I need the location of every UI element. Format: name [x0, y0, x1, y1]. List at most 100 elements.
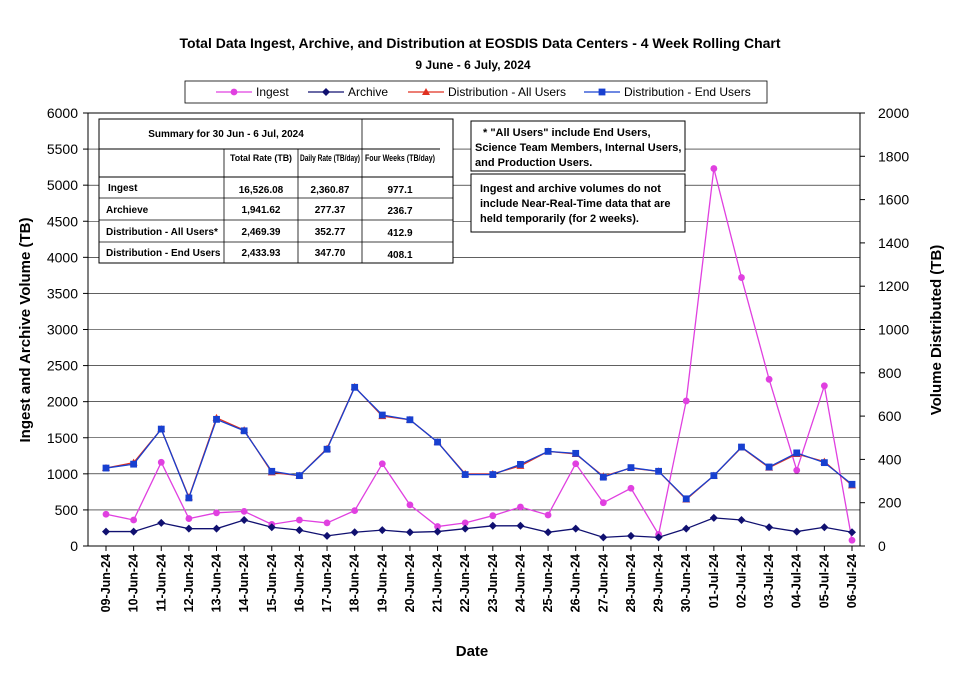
series-distribution-all-users	[102, 382, 856, 503]
legend-label: Distribution - All Users	[448, 85, 566, 99]
data-point	[682, 495, 690, 503]
data-point	[682, 524, 691, 533]
data-point	[102, 527, 110, 536]
series-ingest	[102, 165, 856, 544]
note-box-users	[470, 120, 686, 172]
table-cell: 277.37	[315, 205, 346, 216]
y-right-tick-label: 1400	[878, 235, 909, 251]
x-tick-label: 09-Jun-24	[99, 554, 113, 612]
data-point	[213, 415, 220, 423]
data-point	[212, 524, 221, 533]
y-left-tick-label: 2000	[47, 394, 78, 410]
data-point	[793, 449, 801, 457]
chart-subtitle: 9 June - 6 July, 2024	[415, 58, 530, 72]
x-tick-label: 06-Jul-24	[845, 554, 859, 608]
data-point	[627, 484, 635, 492]
y-left-tick-label: 500	[55, 502, 79, 518]
data-point	[488, 521, 497, 530]
data-point	[267, 523, 276, 532]
y-right-tick-label: 1800	[878, 148, 909, 164]
data-point	[598, 88, 606, 96]
data-point	[627, 464, 635, 472]
data-point	[268, 467, 276, 475]
y-right-tick-label: 200	[878, 495, 902, 511]
table-cell: 977.1	[387, 185, 412, 196]
data-point	[102, 510, 110, 518]
x-tick-label: 01-Jul-24	[707, 554, 721, 608]
data-point	[765, 375, 773, 383]
notes: * "All Users" include End Users, Science…	[470, 120, 686, 233]
data-point	[792, 527, 801, 536]
summary-table-frame	[98, 118, 454, 264]
data-point	[626, 531, 635, 540]
table-cell: 236.7	[387, 206, 412, 217]
data-point	[571, 524, 580, 533]
x-tick-label: 18-Jun-24	[348, 554, 362, 612]
table-cell: 1,941.62	[242, 205, 281, 216]
note-users-line: * "All Users" include End Users,	[483, 127, 651, 139]
y-axis-left: 0 500 1000 1500 2000 2500 3000 3500 4000 4500 5000…	[47, 105, 88, 554]
data-point	[422, 88, 430, 95]
data-point	[296, 472, 303, 480]
x-tick-label: 19-Jun-24	[375, 554, 389, 612]
y-axis-right-label: Volume Distributed (TB)	[928, 245, 945, 416]
legend-box	[184, 80, 768, 104]
table-cell: 2,360.87	[311, 185, 350, 196]
y-right-tick-label: 400	[878, 451, 902, 467]
y-right-tick-label: 600	[878, 408, 902, 424]
table-header-daily: Daily Rate (TB/day)	[300, 153, 360, 164]
data-point	[544, 528, 553, 537]
data-point	[489, 471, 497, 478]
x-axis-label: Date	[456, 643, 489, 660]
table-cell: 408.1	[387, 250, 412, 261]
table-cell: 352.77	[315, 227, 346, 238]
x-tick-label: 10-Jun-24	[127, 554, 141, 612]
data-point	[738, 274, 745, 281]
data-point	[405, 528, 414, 537]
y-right-tick-label: 1200	[878, 278, 909, 294]
table-row-label: Distribution - End Users	[106, 248, 221, 259]
data-point	[461, 471, 469, 478]
data-point	[710, 165, 718, 172]
data-point	[544, 511, 552, 519]
data-point	[820, 523, 829, 532]
table-row-label: Archieve	[106, 205, 149, 216]
data-point	[406, 416, 414, 424]
data-point	[544, 447, 552, 455]
data-point	[240, 427, 248, 435]
data-point	[157, 458, 165, 466]
data-point	[323, 445, 331, 453]
series-line	[105, 168, 853, 541]
data-point	[129, 527, 138, 536]
x-tick-label: 30-Jun-24	[679, 554, 693, 612]
data-point	[848, 536, 856, 544]
table-cell: 347.70	[315, 248, 346, 259]
x-tick-label: 22-Jun-24	[458, 554, 472, 612]
table-cell: 412.9	[387, 228, 412, 239]
data-point	[102, 464, 110, 472]
table-cell: 2,433.93	[242, 248, 281, 259]
table-cell: 16,526.08	[239, 185, 284, 196]
data-point	[599, 533, 608, 542]
note-volumes-line: include Near-Real-Time data that are	[480, 198, 671, 210]
y-right-tick-label: 2000	[878, 105, 909, 121]
y-left-tick-label: 1500	[47, 430, 78, 446]
data-point	[572, 460, 580, 468]
note-users-line: and Production Users.	[475, 157, 592, 169]
series-layer	[102, 165, 856, 544]
y-left-tick-label: 5000	[47, 177, 78, 193]
y-axis-left-label: Ingest and Archive Volume (TB)	[17, 217, 34, 442]
series-distribution-end-users	[102, 383, 856, 503]
data-point	[793, 466, 801, 474]
x-tick-label: 03-Jul-24	[762, 554, 776, 608]
data-point	[848, 528, 856, 537]
x-tick-label: 02-Jul-24	[734, 554, 748, 608]
data-point	[737, 516, 746, 525]
data-point	[213, 509, 220, 517]
y-left-tick-label: 5500	[47, 141, 78, 157]
data-point	[599, 499, 607, 507]
data-point	[654, 533, 663, 542]
x-tick-label: 27-Jun-24	[596, 554, 610, 612]
y-right-tick-label: 800	[878, 365, 902, 381]
